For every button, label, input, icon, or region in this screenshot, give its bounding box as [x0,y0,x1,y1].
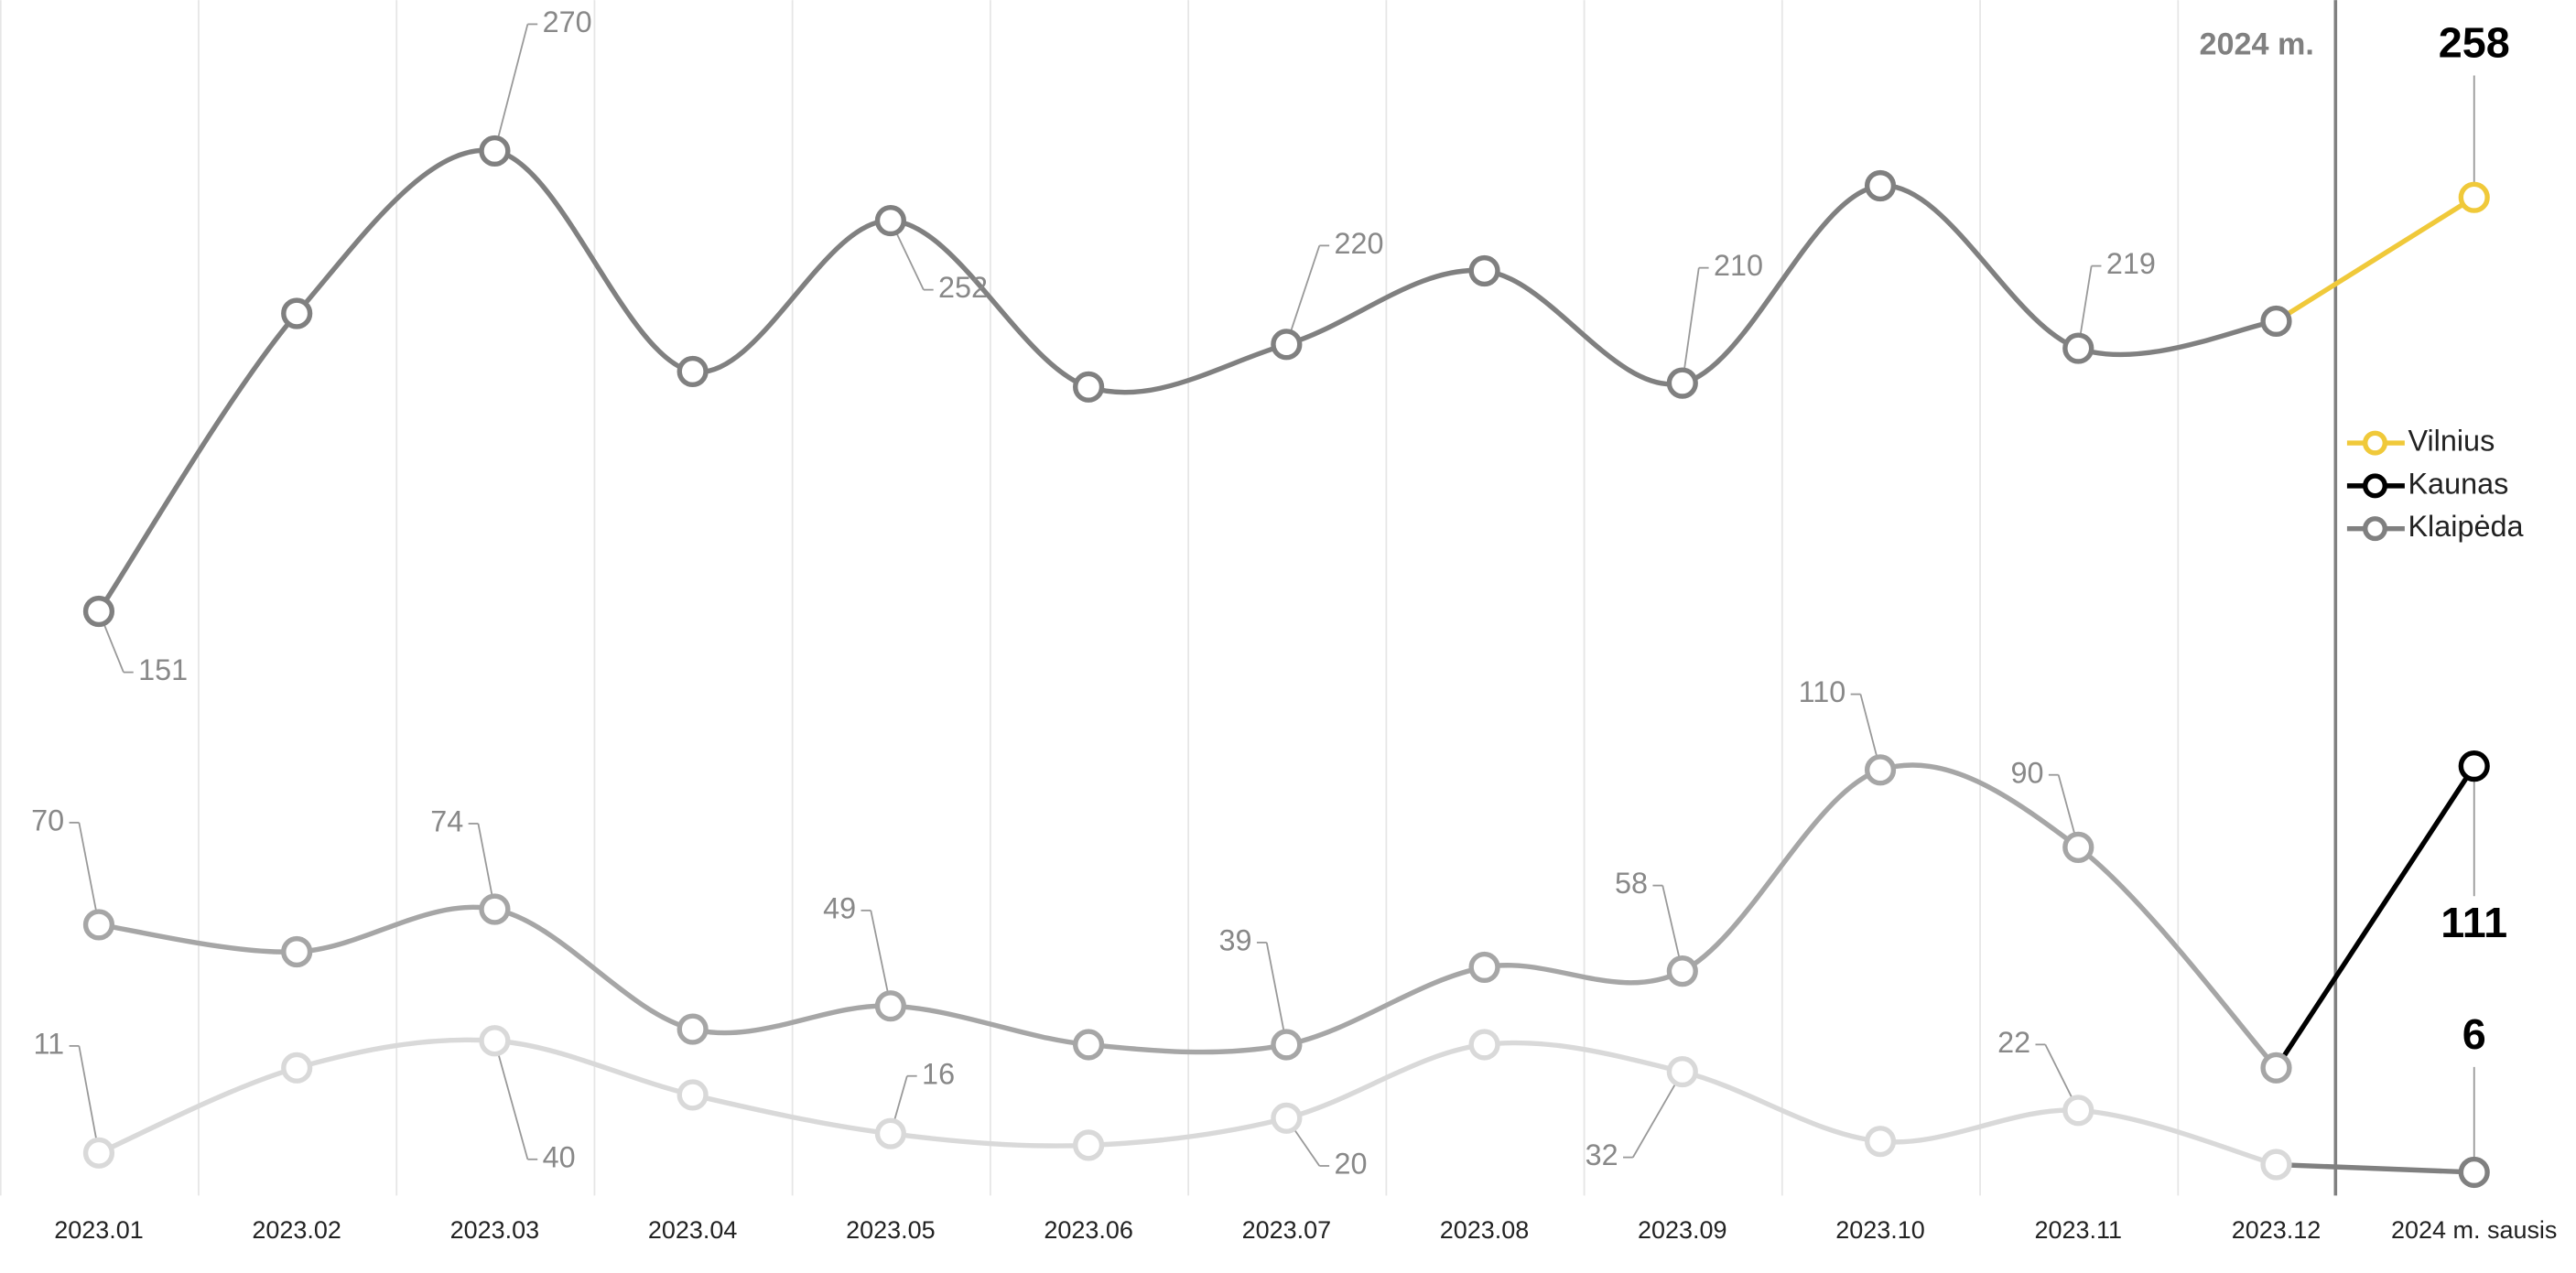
point [281,1052,313,1084]
x-tick-label: 2023.09 [1638,1216,1727,1244]
x-tick-label: 2023.02 [252,1216,341,1244]
x-tick-label: 2023.05 [846,1216,936,1244]
x-tick-label: 2023.11 [2035,1216,2122,1244]
legend-label: Vilnius [2408,425,2495,458]
line-current [2275,195,2476,324]
legend-marker [2362,516,2387,542]
point [479,135,511,167]
point [874,204,906,237]
point [1468,1029,1500,1061]
x-tick-label: 2023.06 [1044,1216,1133,1244]
value-label: 110 [1799,675,1846,708]
leader-line [1285,245,1321,345]
value-label: 210 [1714,249,1763,282]
legend-label: Kaunas [2408,467,2508,500]
point [676,355,709,388]
leader-line [1265,942,1288,1045]
x-tick-label: 2024 m. sausis [2391,1216,2557,1244]
leader-line [78,1045,100,1154]
value-label: 20 [1335,1148,1368,1181]
value-label: 90 [2010,756,2043,789]
point [2062,1095,2094,1127]
value-label: 270 [543,5,592,38]
value-label: 252 [938,271,988,304]
point [1468,951,1500,984]
point [1666,367,1698,399]
point [1271,1102,1303,1134]
point [2062,332,2094,364]
x-tick-label: 2023.04 [648,1216,738,1244]
x-tick-label: 2023.03 [450,1216,540,1244]
point [1468,254,1500,287]
value-label-current: 258 [2439,19,2510,67]
point [874,1117,906,1149]
point [2458,750,2490,782]
value-label: 58 [1615,867,1648,900]
value-label: 74 [430,805,463,838]
value-label-current: 111 [2441,899,2507,946]
value-label: 151 [138,653,188,686]
leader-line [78,822,100,925]
point [1666,955,1698,987]
point [676,1013,709,1045]
point [1271,1029,1303,1061]
legend-label: Klaipėda [2408,510,2523,543]
point [2260,1149,2292,1181]
value-label: 219 [2106,247,2156,280]
value-label: 220 [1335,227,1384,260]
point [479,1025,511,1057]
value-label: 22 [1997,1026,2030,1059]
leader-line [870,910,892,1007]
point [1271,329,1303,361]
x-tick-label: 2023.08 [1440,1216,1530,1244]
x-tick-label: 2023.12 [2232,1216,2322,1244]
value-label: 16 [922,1057,955,1090]
point [281,935,313,968]
value-label: 11 [34,1027,65,1060]
line-history [97,1037,2278,1168]
point [2458,1156,2490,1189]
point [2458,181,2490,213]
value-label: 70 [31,804,64,836]
point [1864,754,1897,786]
point [1864,169,1897,202]
x-tick-label: 2023.07 [1242,1216,1332,1244]
point [1073,371,1105,403]
value-label: 32 [1586,1138,1618,1171]
point [479,893,511,925]
point [2260,1052,2292,1084]
leader-line [1681,267,1700,383]
point [2062,831,2094,863]
x-tick-label: 2023.10 [1835,1216,1925,1244]
point [1864,1126,1897,1158]
leader-line [493,24,529,152]
point [1073,1029,1105,1061]
value-label: 39 [1219,923,1252,956]
line-current [2276,1161,2474,1175]
line-current [2274,764,2476,1070]
value-label-current: 6 [2462,1010,2486,1058]
point [82,909,115,941]
leader-line [493,1041,529,1160]
point [1073,1129,1105,1161]
highlight-label: 2024 m. [2200,27,2314,62]
point [874,990,906,1022]
legend-marker [2362,473,2387,499]
x-tick-label: 2023.01 [54,1216,144,1244]
point [82,595,115,628]
point [82,1137,115,1169]
point [676,1079,709,1111]
value-label: 49 [823,891,856,924]
legend-marker [2362,430,2387,456]
point [281,297,313,329]
point [2260,305,2292,338]
point [1666,1055,1698,1088]
value-label: 40 [543,1140,576,1173]
leader-line [1632,1071,1683,1159]
